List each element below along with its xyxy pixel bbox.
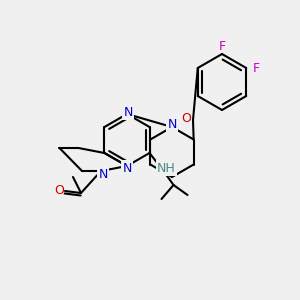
Text: O: O <box>181 112 191 124</box>
Text: N: N <box>167 118 177 131</box>
Text: N: N <box>98 167 108 181</box>
Text: F: F <box>218 40 226 52</box>
Text: O: O <box>54 184 64 197</box>
Text: N: N <box>123 106 133 118</box>
Text: NH: NH <box>157 161 176 175</box>
Text: F: F <box>253 61 260 74</box>
Text: N: N <box>122 161 132 175</box>
